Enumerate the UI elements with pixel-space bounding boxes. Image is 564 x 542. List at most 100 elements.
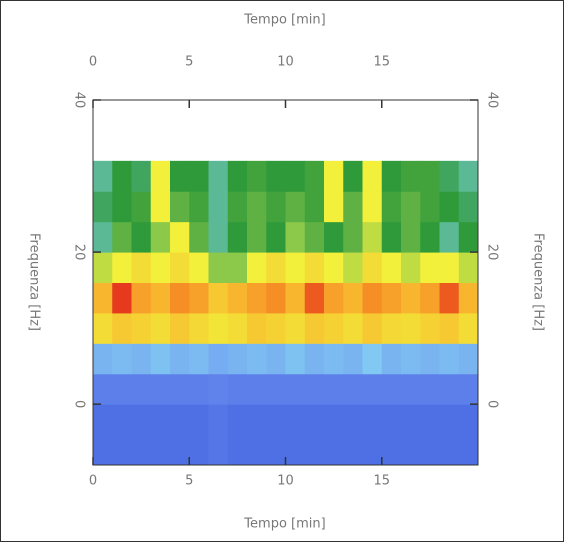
heat-cell <box>401 373 421 405</box>
heat-cell <box>150 191 171 223</box>
heat-cell <box>304 434 325 466</box>
heat-cell <box>458 404 479 436</box>
heat-cell <box>439 343 460 375</box>
heat-cell <box>131 373 152 405</box>
heat-cell <box>304 252 325 283</box>
heat-cell <box>266 312 286 344</box>
heat-cell <box>170 221 190 253</box>
heat-cell <box>439 221 460 253</box>
heat-cell <box>112 373 132 405</box>
heat-cell <box>420 434 440 466</box>
heat-cell <box>304 221 325 253</box>
heat-cell <box>131 252 152 283</box>
x-tick-label: 0 <box>89 474 97 489</box>
heat-cell <box>112 404 132 436</box>
heat-cell <box>420 160 440 192</box>
heat-cell <box>343 160 363 192</box>
heat-cell <box>266 282 286 314</box>
heat-cell <box>343 434 363 466</box>
heat-cell <box>401 404 421 436</box>
heat-cell <box>170 252 190 283</box>
heat-cell <box>266 221 286 253</box>
y2-tick-label: 40 <box>485 92 500 109</box>
heat-cell <box>324 282 344 314</box>
heat-cell <box>324 221 344 253</box>
heat-cell <box>93 434 113 466</box>
heat-cell <box>131 343 152 375</box>
heat-cell <box>112 160 132 192</box>
heat-cell <box>362 252 383 283</box>
heat-cell <box>458 343 479 375</box>
heat-cell <box>343 373 363 405</box>
heat-cell <box>112 343 132 375</box>
heat-cell <box>285 221 306 253</box>
heat-cell <box>247 282 267 314</box>
heat-cell <box>247 160 267 192</box>
x2-tick-label: 10 <box>277 55 294 70</box>
heat-cell <box>170 343 190 375</box>
heat-cell <box>189 191 209 223</box>
y-tick-label: 20 <box>72 244 87 261</box>
heat-cell <box>362 282 383 314</box>
heat-cell <box>208 404 229 436</box>
heat-cell <box>458 312 479 344</box>
heat-cell <box>285 404 306 436</box>
heat-cell <box>362 373 383 405</box>
heat-cell <box>304 373 325 405</box>
heat-cell <box>93 252 113 283</box>
heat-cell <box>227 312 248 344</box>
heat-cell <box>189 312 209 344</box>
y2-tick-label: 0 <box>485 400 500 408</box>
heat-cell <box>170 373 190 405</box>
heat-cell <box>247 404 267 436</box>
heat-cell <box>362 343 383 375</box>
heat-cell <box>93 312 113 344</box>
heat-cell <box>285 312 306 344</box>
heat-cell <box>150 221 171 253</box>
heat-cell <box>131 221 152 253</box>
heat-cell <box>420 312 440 344</box>
plot-frame <box>92 99 479 466</box>
heat-cell <box>93 373 113 405</box>
heat-cell <box>266 404 286 436</box>
heat-cell <box>131 160 152 192</box>
heat-cell <box>93 404 113 436</box>
heat-cell <box>285 252 306 283</box>
heat-cell <box>304 312 325 344</box>
heat-cell <box>324 252 344 283</box>
heat-cell <box>458 221 479 253</box>
heat-cell <box>208 252 229 283</box>
heat-cell <box>420 191 440 223</box>
heat-cell <box>208 160 229 192</box>
heat-cell <box>439 191 460 223</box>
heat-cell <box>227 221 248 253</box>
heat-cell <box>439 282 460 314</box>
heat-cell <box>304 404 325 436</box>
heat-cell <box>208 221 229 253</box>
heat-cell <box>112 221 132 253</box>
heat-cell <box>131 404 152 436</box>
heat-cell <box>362 191 383 223</box>
heat-cell <box>227 282 248 314</box>
heat-cell <box>381 221 402 253</box>
heat-cell <box>343 404 363 436</box>
heat-cell <box>458 160 479 192</box>
heat-cell <box>227 252 248 283</box>
heat-cell <box>189 221 209 253</box>
heat-cell <box>439 373 460 405</box>
y2-tick-label: 20 <box>485 244 500 261</box>
y-tick-label: 0 <box>72 400 87 408</box>
heat-cell <box>343 282 363 314</box>
heat-cell <box>266 252 286 283</box>
x2-axis-label: Tempo [min] <box>243 13 325 28</box>
heat-cell <box>247 373 267 405</box>
heat-cell <box>189 404 209 436</box>
x2-tick-label: 5 <box>185 55 193 70</box>
heat-cell <box>401 434 421 466</box>
heat-cell <box>93 343 113 375</box>
x-tick-label: 10 <box>277 474 294 489</box>
heat-cell <box>343 191 363 223</box>
heat-cell <box>324 434 344 466</box>
heat-cell <box>362 404 383 436</box>
